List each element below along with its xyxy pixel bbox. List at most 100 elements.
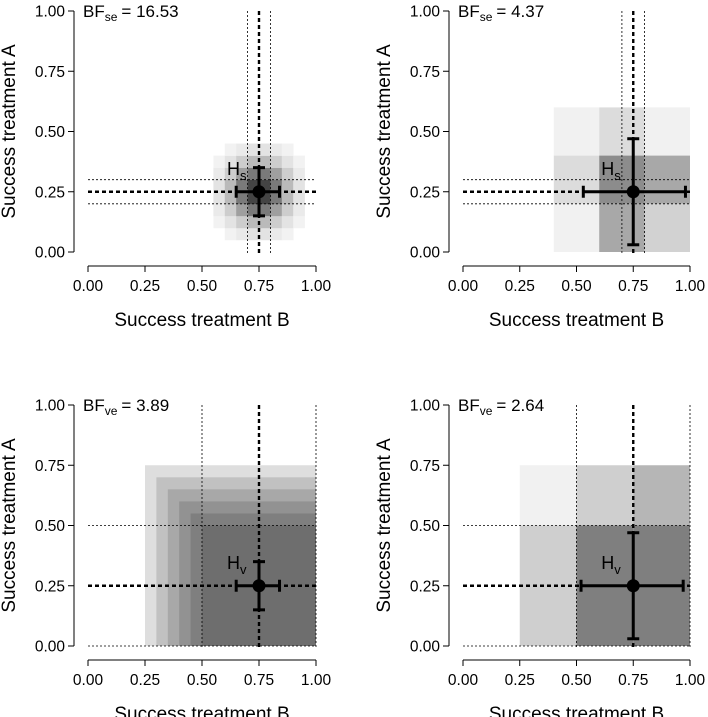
density-cell xyxy=(247,191,260,205)
hypothesis-subscript: s xyxy=(614,168,621,183)
density-cell xyxy=(213,167,226,180)
density-cell xyxy=(236,227,248,241)
density-cell xyxy=(259,203,271,217)
density-cell xyxy=(270,143,283,156)
hypothesis-letter: H xyxy=(601,159,614,179)
x-tick-label: 1.00 xyxy=(301,278,332,295)
x-tick-label: 0.75 xyxy=(618,278,648,295)
density-cell xyxy=(553,203,600,252)
density-cell xyxy=(224,179,237,193)
x-axis-title: Success treatment B xyxy=(489,704,664,717)
density-cell xyxy=(224,143,237,156)
density-cell xyxy=(281,155,294,168)
density-cell xyxy=(236,179,248,193)
x-tick-label: 0.75 xyxy=(618,672,648,689)
hypothesis-label: Hs xyxy=(227,159,247,183)
density-cell xyxy=(553,107,600,156)
y-tick-label: 1.00 xyxy=(410,4,441,21)
bf-text: BF xyxy=(458,2,480,21)
hypothesis-label: Hs xyxy=(601,159,621,183)
y-tick-label: 0.25 xyxy=(35,184,65,201)
y-tick-label: 0.25 xyxy=(410,184,440,201)
hypothesis-subscript: v xyxy=(614,562,621,577)
density-cell xyxy=(247,215,260,229)
x-tick-label: 0.50 xyxy=(561,672,592,689)
density-cell xyxy=(644,203,690,252)
density-cell xyxy=(281,215,294,229)
estimate-point xyxy=(252,185,266,199)
y-tick-label: 0.00 xyxy=(35,245,66,262)
bayes-factor-label: BFse = 16.53 xyxy=(83,2,179,24)
y-axis-title: Success treatment A xyxy=(0,44,20,219)
density-cell xyxy=(259,167,271,180)
y-tick-label: 0.50 xyxy=(35,518,66,535)
x-tick-label: 0.25 xyxy=(130,278,160,295)
x-axis-title: Success treatment B xyxy=(114,310,289,331)
bf-value: = 16.53 xyxy=(121,2,178,21)
y-axis-title: Success treatment A xyxy=(374,438,395,613)
density-cell xyxy=(224,227,237,241)
x-tick-label: 0.50 xyxy=(187,672,218,689)
panel-top-right: Hs 0.00 0.25 0.50 0.75 1.00 0.00 0.25 0.50 0.75 1.… xyxy=(374,2,705,331)
density-cell xyxy=(293,167,305,180)
density-cells xyxy=(213,143,305,241)
density-cell xyxy=(236,167,248,180)
x-axis-title: Success treatment B xyxy=(489,310,664,331)
density-cell xyxy=(293,203,305,217)
y-tick-label: 0.75 xyxy=(35,64,65,81)
density-cell xyxy=(259,155,271,168)
x-tick-label: 0.00 xyxy=(73,672,104,689)
density-cell xyxy=(519,465,577,526)
density-cell xyxy=(270,155,283,168)
density-cell xyxy=(281,167,294,180)
hypothesis-subscript: s xyxy=(240,168,247,183)
hypothesis-label: Hv xyxy=(601,553,621,577)
density-cell xyxy=(247,143,260,156)
y-tick-label: 0.50 xyxy=(410,124,441,141)
x-tick-label: 0.00 xyxy=(448,278,479,295)
x-tick-label: 0.75 xyxy=(244,278,274,295)
y-axis-title: Success treatment A xyxy=(0,438,20,613)
x-tick-label: 1.00 xyxy=(675,672,706,689)
density-cell xyxy=(213,215,226,229)
density-cell xyxy=(281,179,294,193)
x-tick-label: 0.25 xyxy=(505,278,535,295)
density-cell xyxy=(236,155,248,168)
estimate-point xyxy=(626,185,640,199)
density-cell xyxy=(190,513,316,646)
bf-text: BF xyxy=(83,2,105,21)
y-tick-label: 0.50 xyxy=(35,124,66,141)
density-cell xyxy=(293,191,305,205)
hypothesis-subscript: v xyxy=(240,562,247,577)
density-cell xyxy=(259,179,271,193)
y-tick-label: 1.00 xyxy=(410,398,441,415)
density-cell xyxy=(224,203,237,217)
density-cell xyxy=(293,215,305,229)
bayes-factor-label: BFve = 3.89 xyxy=(83,396,169,418)
density-cell xyxy=(281,203,294,217)
density-cell xyxy=(644,107,690,156)
y-tick-label: 1.00 xyxy=(35,398,66,415)
hypothesis-letter: H xyxy=(227,159,240,179)
bf-value: = 3.89 xyxy=(121,396,169,415)
bf-value: = 4.37 xyxy=(496,2,544,21)
y-axis-title: Success treatment A xyxy=(374,44,395,219)
density-cell xyxy=(270,215,283,229)
bf-subscript: se xyxy=(105,10,118,24)
density-cell xyxy=(259,143,271,156)
x-tick-label: 0.00 xyxy=(73,278,104,295)
x-tick-label: 0.50 xyxy=(561,278,592,295)
density-cell xyxy=(247,179,260,193)
density-cell xyxy=(293,179,305,193)
density-cell xyxy=(236,143,248,156)
bayes-factor-label: BFve = 2.64 xyxy=(458,396,544,418)
bayes-factor-label: BFse = 4.37 xyxy=(458,2,544,24)
density-cell xyxy=(576,465,634,526)
y-tick-label: 1.00 xyxy=(35,4,66,21)
density-cell xyxy=(247,155,260,168)
y-tick-label: 0.25 xyxy=(410,578,440,595)
y-tick-label: 0.50 xyxy=(410,518,441,535)
bf-subscript: ve xyxy=(105,404,118,418)
density-cell xyxy=(224,167,237,180)
